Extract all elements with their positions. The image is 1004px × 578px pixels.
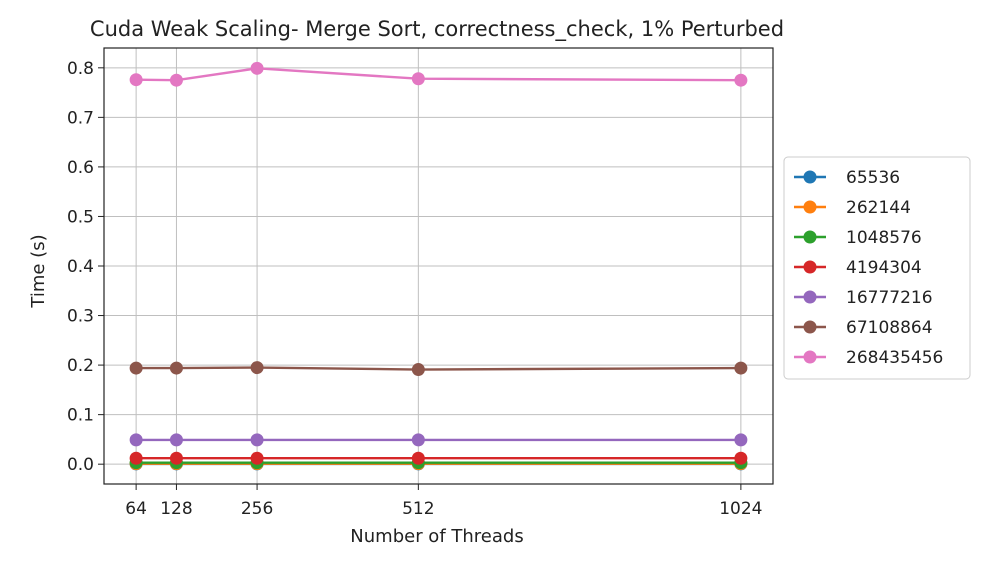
legend-item: 4194304 — [794, 258, 922, 278]
y-tick-label: 0.4 — [67, 257, 94, 277]
data-point — [129, 433, 143, 447]
data-point — [411, 451, 425, 465]
y-tick-label: 0.6 — [67, 158, 94, 178]
series-67108864 — [129, 361, 748, 377]
data-point — [734, 451, 748, 465]
legend-marker — [803, 170, 817, 184]
y-tick-label: 0.5 — [67, 207, 94, 227]
x-tick-label: 512 — [402, 499, 434, 519]
data-point — [411, 363, 425, 377]
legend-label: 67108864 — [846, 318, 933, 338]
series-4194304 — [129, 451, 748, 465]
data-point — [411, 433, 425, 447]
legend-marker — [803, 230, 817, 244]
legend-marker — [803, 200, 817, 214]
legend-item: 262144 — [794, 198, 911, 218]
data-point — [411, 72, 425, 86]
data-point — [129, 451, 143, 465]
x-axis: 64 128 256 512 1024 — [125, 484, 763, 519]
data-point — [129, 73, 143, 87]
legend-marker — [803, 350, 817, 364]
legend-item: 16777216 — [794, 288, 933, 308]
y-tick-label: 0.3 — [67, 307, 94, 327]
x-tick-label: 128 — [160, 499, 192, 519]
legend-item: 268435456 — [794, 348, 943, 368]
legend-item: 65536 — [794, 168, 900, 188]
legend-label: 268435456 — [846, 348, 943, 368]
data-point — [250, 451, 264, 465]
y-tick-label: 0.8 — [67, 59, 94, 79]
data-point — [169, 433, 183, 447]
legend-label: 4194304 — [846, 258, 922, 278]
data-point — [250, 361, 264, 375]
y-axis-label: Time (s) — [28, 234, 49, 308]
legend: 65536 262144 1048576 4194304 16777216 6710886… — [783, 156, 971, 380]
legend-label: 65536 — [846, 168, 900, 188]
x-axis-label: Number of Threads — [350, 526, 523, 547]
data-point — [734, 73, 748, 87]
legend-marker — [803, 260, 817, 274]
y-tick-label: 0.1 — [67, 406, 94, 426]
data-point — [129, 361, 143, 375]
x-tick-label: 1024 — [719, 499, 762, 519]
y-tick-label: 0.2 — [67, 356, 94, 376]
legend-marker — [803, 290, 817, 304]
series-layer — [129, 61, 748, 471]
series-16777216 — [129, 433, 748, 447]
legend-item: 67108864 — [794, 318, 933, 338]
data-point — [250, 61, 264, 75]
series-268435456 — [129, 61, 748, 87]
legend-label: 262144 — [846, 198, 911, 218]
data-point — [734, 433, 748, 447]
data-point — [169, 451, 183, 465]
chart-title: Cuda Weak Scaling- Merge Sort, correctne… — [90, 17, 784, 42]
legend-label: 1048576 — [846, 228, 922, 248]
data-point — [169, 73, 183, 87]
data-point — [169, 361, 183, 375]
legend-item: 1048576 — [794, 228, 922, 248]
series-line — [136, 67, 741, 82]
y-axis: 0.0 0.1 0.2 0.3 0.4 0.5 0.6 0.7 0.8 — [67, 59, 104, 475]
legend-label: 16777216 — [846, 288, 933, 308]
x-tick-label: 256 — [241, 499, 273, 519]
data-point — [250, 433, 264, 447]
data-point — [734, 361, 748, 375]
grid — [104, 48, 773, 484]
y-tick-label: 0.7 — [67, 108, 94, 128]
legend-box — [783, 156, 971, 380]
series-line — [136, 366, 741, 371]
y-tick-label: 0.0 — [67, 455, 94, 475]
legend-marker — [803, 320, 817, 334]
x-tick-label: 64 — [125, 499, 147, 519]
